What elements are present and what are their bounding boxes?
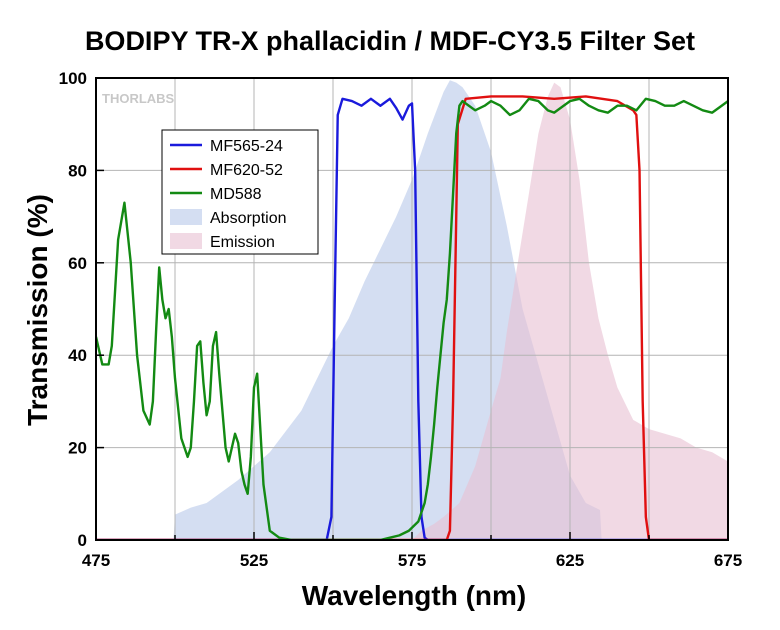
legend-swatch-emission — [170, 233, 202, 249]
y-tick-label: 60 — [68, 254, 87, 273]
series-line-md588 — [96, 97, 728, 540]
y-tick-label: 100 — [59, 69, 87, 88]
series-line-mf565-24 — [96, 97, 728, 540]
x-axis-label: Wavelength (nm) — [301, 580, 527, 611]
legend-label-md588: MD588 — [210, 186, 262, 203]
y-tick-label: 40 — [68, 346, 87, 365]
chart-title: BODIPY TR-X phallacidin / MDF-CY3.5 Filt… — [84, 26, 696, 56]
x-tick-label: 525 — [240, 551, 268, 570]
x-tick-label: 625 — [556, 551, 584, 570]
x-tick-label: 575 — [398, 551, 426, 570]
legend-swatch-absorption — [170, 209, 202, 225]
legend-label-emission: Emission — [210, 234, 275, 251]
area-absorption — [96, 80, 602, 540]
legend-label-absorption: Absorption — [210, 210, 287, 227]
y-tick-label: 80 — [68, 161, 87, 180]
legend-label-mf565-24: MF565-24 — [210, 138, 283, 155]
x-tick-label: 675 — [714, 551, 742, 570]
legend-label-mf620-52: MF620-52 — [210, 162, 283, 179]
y-tick-label: 20 — [68, 439, 87, 458]
x-tick-label: 475 — [82, 551, 110, 570]
series-line-mf620-52 — [96, 95, 728, 540]
y-tick-label: 0 — [78, 531, 87, 550]
thorlabs-watermark: THORLABS — [102, 91, 175, 106]
